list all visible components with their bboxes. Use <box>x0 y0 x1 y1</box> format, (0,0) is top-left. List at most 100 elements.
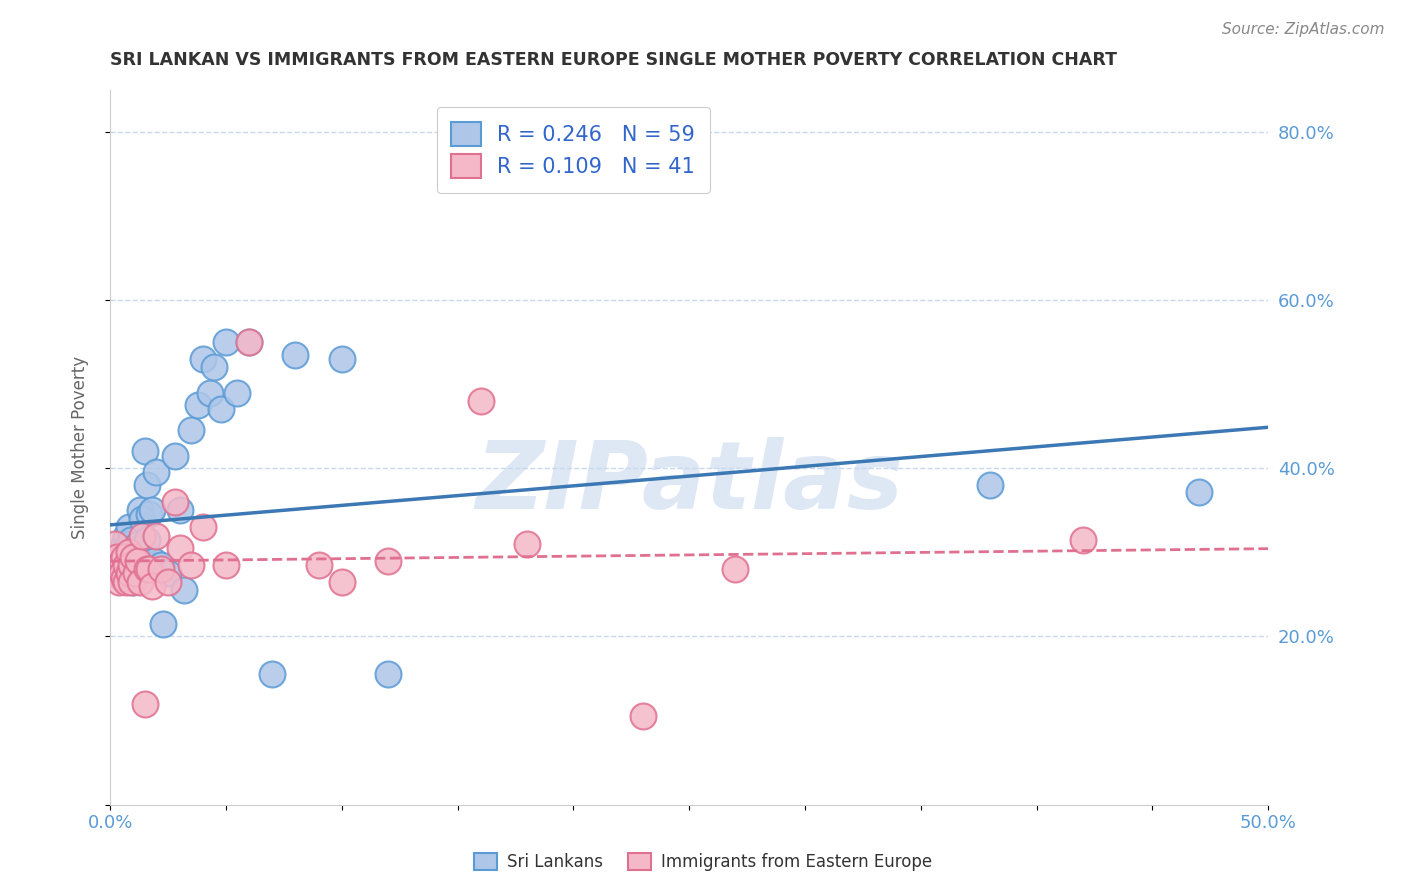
Point <box>105 554 128 568</box>
Point <box>105 566 128 581</box>
Text: SRI LANKAN VS IMMIGRANTS FROM EASTERN EUROPE SINGLE MOTHER POVERTY CORRELATION C: SRI LANKAN VS IMMIGRANTS FROM EASTERN EU… <box>110 51 1118 69</box>
Point <box>470 393 492 408</box>
Point <box>141 503 163 517</box>
Text: Source: ZipAtlas.com: Source: ZipAtlas.com <box>1222 22 1385 37</box>
Point <box>111 558 134 572</box>
Point <box>215 558 238 572</box>
Point <box>105 549 128 564</box>
Point <box>108 574 131 589</box>
Point <box>143 554 166 568</box>
Point <box>979 478 1001 492</box>
Point <box>117 566 139 581</box>
Point <box>330 351 353 366</box>
Point <box>226 385 249 400</box>
Point <box>127 537 149 551</box>
Point <box>111 545 134 559</box>
Point <box>209 402 232 417</box>
Point <box>377 667 399 681</box>
Point <box>191 351 214 366</box>
Point <box>377 554 399 568</box>
Point <box>124 566 146 581</box>
Point <box>150 558 173 572</box>
Point <box>131 511 153 525</box>
Point <box>138 508 160 522</box>
Point <box>308 558 330 572</box>
Point <box>134 697 156 711</box>
Point <box>134 562 156 576</box>
Point <box>111 554 134 568</box>
Point <box>120 533 142 547</box>
Point <box>150 562 173 576</box>
Point <box>145 528 167 542</box>
Point <box>169 541 191 555</box>
Point <box>330 574 353 589</box>
Point <box>198 385 221 400</box>
Point <box>129 503 152 517</box>
Point <box>238 334 260 349</box>
Point <box>115 541 138 555</box>
Point <box>238 334 260 349</box>
Point <box>156 566 179 581</box>
Point <box>724 562 747 576</box>
Point <box>104 537 127 551</box>
Point <box>163 449 186 463</box>
Point <box>124 558 146 572</box>
Point <box>145 466 167 480</box>
Point <box>136 533 159 547</box>
Point <box>117 537 139 551</box>
Point <box>117 545 139 559</box>
Point <box>122 562 145 576</box>
Text: ZIPatlas: ZIPatlas <box>475 437 903 529</box>
Point <box>112 566 135 581</box>
Point <box>180 423 202 437</box>
Legend: R = 0.246   N = 59, R = 0.109   N = 41: R = 0.246 N = 59, R = 0.109 N = 41 <box>437 107 710 193</box>
Point <box>127 554 149 568</box>
Point <box>1188 484 1211 499</box>
Point <box>141 579 163 593</box>
Point <box>187 398 209 412</box>
Point <box>516 537 538 551</box>
Point <box>136 562 159 576</box>
Point <box>127 554 149 568</box>
Point <box>115 558 138 572</box>
Legend: Sri Lankans, Immigrants from Eastern Europe: Sri Lankans, Immigrants from Eastern Eur… <box>465 845 941 880</box>
Point <box>122 549 145 564</box>
Point <box>262 667 284 681</box>
Point <box>112 537 135 551</box>
Point <box>111 570 134 584</box>
Point <box>105 566 128 581</box>
Point <box>122 549 145 564</box>
Point <box>215 334 238 349</box>
Point <box>156 574 179 589</box>
Point <box>115 574 138 589</box>
Point <box>122 574 145 589</box>
Point <box>111 566 134 581</box>
Point <box>136 478 159 492</box>
Point <box>104 558 127 572</box>
Point <box>1071 533 1094 547</box>
Point <box>163 495 186 509</box>
Point <box>120 574 142 589</box>
Point <box>169 503 191 517</box>
Point <box>180 558 202 572</box>
Point <box>138 562 160 576</box>
Point <box>129 549 152 564</box>
Point <box>108 558 131 572</box>
Point <box>131 541 153 555</box>
Point <box>134 444 156 458</box>
Point <box>173 583 195 598</box>
Point <box>112 549 135 564</box>
Point <box>120 558 142 572</box>
Point <box>115 528 138 542</box>
Point <box>284 348 307 362</box>
Point <box>108 549 131 564</box>
Point <box>115 562 138 576</box>
Point <box>112 570 135 584</box>
Point <box>152 616 174 631</box>
Point <box>202 360 225 375</box>
Point <box>117 520 139 534</box>
Point <box>117 558 139 572</box>
Y-axis label: Single Mother Poverty: Single Mother Poverty <box>72 356 89 539</box>
Point <box>631 709 654 723</box>
Point <box>120 554 142 568</box>
